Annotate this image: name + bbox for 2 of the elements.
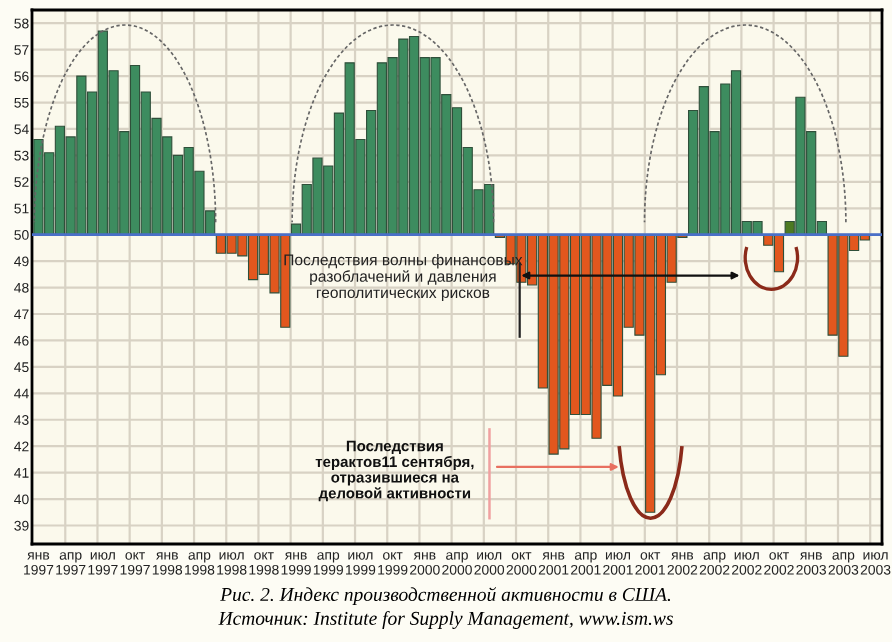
text: Рис. 2. Индекс производственной активности в США. [220,587,671,605]
text: Источник: Institute for Supply Management, www.ism.ws [218,611,673,629]
